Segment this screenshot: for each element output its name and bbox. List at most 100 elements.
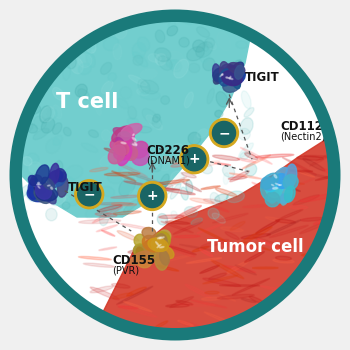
Ellipse shape [222, 70, 242, 86]
Ellipse shape [265, 181, 281, 197]
Ellipse shape [42, 177, 55, 190]
Text: +: + [146, 189, 158, 203]
Ellipse shape [31, 175, 42, 187]
Ellipse shape [70, 57, 83, 74]
Ellipse shape [260, 286, 287, 292]
Text: CD155: CD155 [112, 254, 155, 267]
Text: T cell: T cell [56, 91, 119, 112]
Ellipse shape [34, 116, 46, 130]
Text: +: + [188, 152, 200, 166]
Ellipse shape [287, 166, 315, 177]
Ellipse shape [253, 237, 283, 247]
Ellipse shape [152, 255, 191, 264]
Ellipse shape [100, 62, 112, 75]
Ellipse shape [166, 210, 196, 224]
Ellipse shape [188, 132, 201, 145]
Ellipse shape [108, 173, 122, 184]
Ellipse shape [138, 126, 152, 133]
Ellipse shape [203, 58, 215, 71]
Ellipse shape [121, 124, 142, 136]
Ellipse shape [198, 161, 220, 168]
Ellipse shape [78, 89, 89, 100]
Ellipse shape [20, 121, 33, 132]
Ellipse shape [155, 54, 167, 65]
Ellipse shape [26, 188, 38, 202]
Ellipse shape [166, 60, 179, 69]
Ellipse shape [156, 160, 170, 170]
Ellipse shape [179, 37, 189, 47]
Ellipse shape [225, 72, 234, 82]
Ellipse shape [183, 182, 201, 192]
Ellipse shape [281, 186, 290, 205]
Ellipse shape [56, 172, 66, 186]
Ellipse shape [200, 48, 210, 63]
Ellipse shape [123, 141, 134, 154]
Ellipse shape [315, 172, 348, 180]
Ellipse shape [66, 56, 76, 69]
Ellipse shape [133, 244, 146, 257]
Ellipse shape [145, 182, 160, 189]
Polygon shape [98, 133, 336, 343]
Ellipse shape [158, 56, 172, 70]
Ellipse shape [108, 73, 116, 81]
Text: CD112: CD112 [280, 119, 323, 133]
Ellipse shape [275, 256, 292, 260]
Ellipse shape [83, 263, 114, 267]
Ellipse shape [102, 130, 111, 141]
Ellipse shape [153, 232, 170, 250]
Ellipse shape [161, 221, 193, 233]
Ellipse shape [170, 60, 181, 72]
Ellipse shape [209, 273, 227, 280]
Ellipse shape [155, 249, 168, 270]
Ellipse shape [176, 300, 193, 305]
Ellipse shape [181, 187, 188, 200]
Ellipse shape [228, 63, 245, 74]
Ellipse shape [84, 46, 91, 55]
Ellipse shape [272, 184, 274, 186]
Ellipse shape [268, 175, 287, 178]
Ellipse shape [214, 74, 222, 84]
Ellipse shape [62, 202, 70, 209]
Ellipse shape [300, 193, 339, 202]
Ellipse shape [240, 152, 249, 159]
Ellipse shape [169, 246, 196, 255]
Ellipse shape [161, 96, 169, 104]
Circle shape [16, 16, 334, 334]
Ellipse shape [140, 69, 157, 79]
Ellipse shape [113, 211, 141, 215]
Ellipse shape [136, 253, 152, 268]
Ellipse shape [155, 234, 167, 250]
Ellipse shape [98, 205, 122, 212]
Ellipse shape [154, 48, 171, 62]
Ellipse shape [283, 174, 298, 190]
Text: TIGIT: TIGIT [68, 181, 103, 194]
Ellipse shape [184, 206, 197, 217]
Ellipse shape [233, 62, 244, 72]
Ellipse shape [230, 69, 240, 89]
Ellipse shape [136, 247, 145, 261]
Ellipse shape [120, 87, 132, 99]
Ellipse shape [128, 106, 136, 119]
Ellipse shape [151, 237, 165, 251]
Ellipse shape [119, 206, 127, 214]
Ellipse shape [46, 138, 60, 153]
Ellipse shape [104, 172, 140, 176]
Ellipse shape [289, 205, 308, 209]
Circle shape [138, 182, 167, 210]
Ellipse shape [127, 287, 146, 296]
Ellipse shape [113, 128, 133, 141]
Ellipse shape [48, 185, 50, 186]
Ellipse shape [222, 74, 223, 75]
Ellipse shape [261, 177, 275, 190]
Ellipse shape [301, 217, 324, 221]
Ellipse shape [304, 155, 332, 158]
Ellipse shape [166, 304, 189, 307]
Ellipse shape [215, 194, 228, 202]
Ellipse shape [155, 183, 173, 196]
Ellipse shape [225, 232, 239, 239]
Ellipse shape [227, 60, 241, 76]
Ellipse shape [174, 235, 200, 238]
Ellipse shape [201, 239, 229, 247]
Ellipse shape [42, 185, 56, 204]
Ellipse shape [134, 234, 145, 246]
